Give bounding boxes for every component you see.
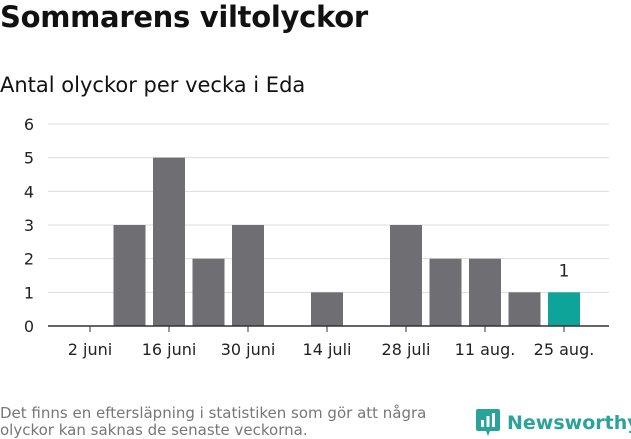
x-tick-label: 16 juni <box>142 340 197 359</box>
y-tick-label: 5 <box>24 149 34 168</box>
bars <box>113 157 580 326</box>
y-tick-label: 4 <box>24 182 34 201</box>
x-tick-label: 25 aug. <box>534 340 595 359</box>
x-axis <box>48 325 609 332</box>
bar <box>232 225 264 326</box>
bar <box>311 292 343 326</box>
x-tick-label: 2 juni <box>68 340 112 359</box>
x-tick-labels: 2 juni 16 juni 30 juni 14 juli 28 juli 11 aug… <box>68 340 595 359</box>
brand-logo: Newsworthy <box>475 408 631 438</box>
bar <box>390 225 422 326</box>
y-tick-label: 6 <box>24 115 34 134</box>
y-tick-label: 2 <box>24 250 34 269</box>
bar-chart: 0 1 2 3 4 5 6 2 juni 16 juni 30 juni 14 juli 28 ju… <box>24 115 609 359</box>
x-tick-label: 11 aug. <box>455 340 516 359</box>
x-tick-label: 14 juli <box>303 340 352 359</box>
chart-subtitle: Antal olyckor per vecka i Eda <box>0 73 306 97</box>
bar <box>153 157 185 326</box>
brand-name: Newsworthy <box>507 412 631 434</box>
bar <box>429 258 462 326</box>
bar-chart-logo-icon <box>476 409 500 436</box>
bar <box>508 292 541 326</box>
bar <box>469 258 501 326</box>
chart-title: Sommarens viltolyckor <box>0 0 368 34</box>
x-tick-label: 28 juli <box>382 340 431 359</box>
y-tick-labels: 0 1 2 3 4 5 6 <box>24 115 34 336</box>
y-tick-label: 3 <box>24 216 34 235</box>
data-labels: 1 <box>559 261 570 281</box>
x-tick-label: 30 juni <box>221 340 276 359</box>
y-tick-label: 0 <box>24 317 34 336</box>
bar <box>192 258 225 326</box>
data-label: 1 <box>559 261 570 281</box>
footnote: Det finns en eftersläpning i statistiken… <box>0 404 427 439</box>
bar <box>113 225 146 326</box>
bar <box>548 292 580 326</box>
y-tick-label: 1 <box>24 283 34 302</box>
